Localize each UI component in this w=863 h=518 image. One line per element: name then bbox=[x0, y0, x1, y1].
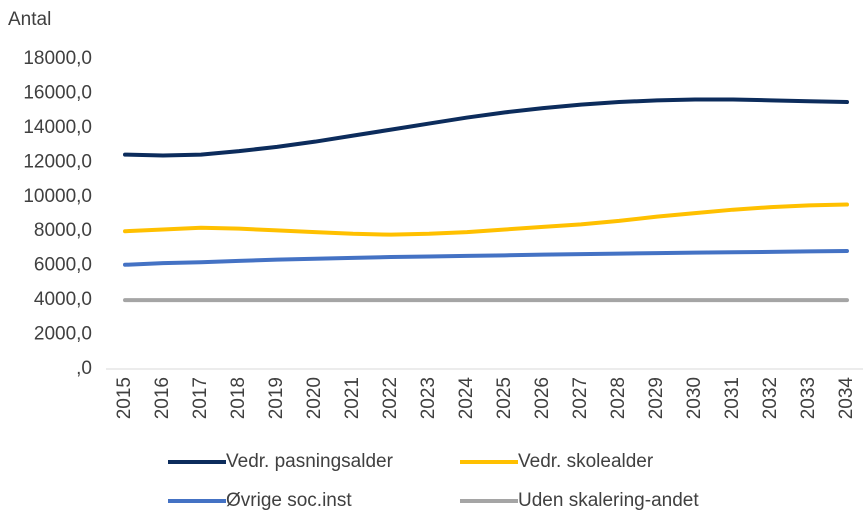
x-tick-label: 2017 bbox=[190, 377, 211, 419]
y-axis-label: Antal bbox=[8, 9, 51, 30]
x-tick-label: 2015 bbox=[114, 377, 135, 419]
x-tick-label: 2032 bbox=[760, 377, 781, 419]
x-tick-label: 2021 bbox=[342, 377, 363, 419]
x-tick-label: 2031 bbox=[722, 377, 743, 419]
legend-label: Vedr. pasningsalder bbox=[226, 451, 394, 472]
y-tick-label: 6000,0 bbox=[34, 255, 92, 276]
x-tick-label: 2016 bbox=[152, 377, 173, 419]
x-tick-label: 2024 bbox=[456, 377, 477, 420]
y-tick-label: 18000,0 bbox=[23, 48, 92, 69]
x-tick-label: 2030 bbox=[684, 377, 705, 419]
x-tick-label: 2025 bbox=[494, 377, 515, 419]
legend-label: Øvrige soc.inst bbox=[226, 490, 352, 511]
x-tick-label: 2019 bbox=[266, 377, 287, 419]
series-line bbox=[123, 249, 849, 267]
legend-label: Vedr. skolealder bbox=[518, 451, 654, 472]
x-tick-label: 2018 bbox=[228, 377, 249, 419]
x-tick-label: 2022 bbox=[380, 377, 401, 419]
x-tick-label: 2028 bbox=[608, 377, 629, 419]
y-tick-label: 2000,0 bbox=[34, 324, 92, 345]
y-tick-label: 8000,0 bbox=[34, 220, 92, 241]
y-tick-label: 10000,0 bbox=[23, 186, 92, 207]
x-tick-label: 2033 bbox=[798, 377, 819, 419]
x-tick-label: 2029 bbox=[646, 377, 667, 419]
y-tick-label: 12000,0 bbox=[23, 151, 92, 172]
y-tick-label: 4000,0 bbox=[34, 289, 92, 310]
x-tick-label: 2020 bbox=[304, 377, 325, 419]
x-tick-label: 2034 bbox=[836, 377, 857, 420]
x-tick-label: 2027 bbox=[570, 377, 591, 419]
series-line bbox=[123, 97, 849, 158]
y-tick-label: 16000,0 bbox=[23, 82, 92, 103]
legend-label: Uden skalering-andet bbox=[518, 490, 699, 511]
y-tick-label: 14000,0 bbox=[23, 117, 92, 138]
x-tick-label: 2023 bbox=[418, 377, 439, 419]
series-line bbox=[123, 202, 849, 237]
x-tick-label: 2026 bbox=[532, 377, 553, 419]
y-tick-label: ,0 bbox=[76, 358, 92, 379]
